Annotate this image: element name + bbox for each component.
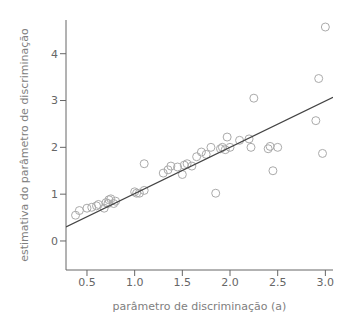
svg-text:estimativa do parâmetro de dis: estimativa do parâmetro de discriminação (18, 28, 31, 262)
svg-text:3: 3 (51, 94, 58, 107)
svg-text:parâmetro de discriminação (a): parâmetro de discriminação (a) (113, 300, 287, 313)
svg-text:0.5: 0.5 (78, 276, 96, 289)
svg-text:4: 4 (51, 48, 58, 61)
svg-text:1.0: 1.0 (126, 276, 144, 289)
svg-text:1.5: 1.5 (174, 276, 192, 289)
svg-text:3.0: 3.0 (317, 276, 335, 289)
svg-text:0: 0 (51, 235, 58, 248)
svg-text:2.5: 2.5 (269, 276, 287, 289)
svg-text:2: 2 (51, 141, 58, 154)
svg-text:2.0: 2.0 (221, 276, 239, 289)
svg-text:1: 1 (51, 188, 58, 201)
